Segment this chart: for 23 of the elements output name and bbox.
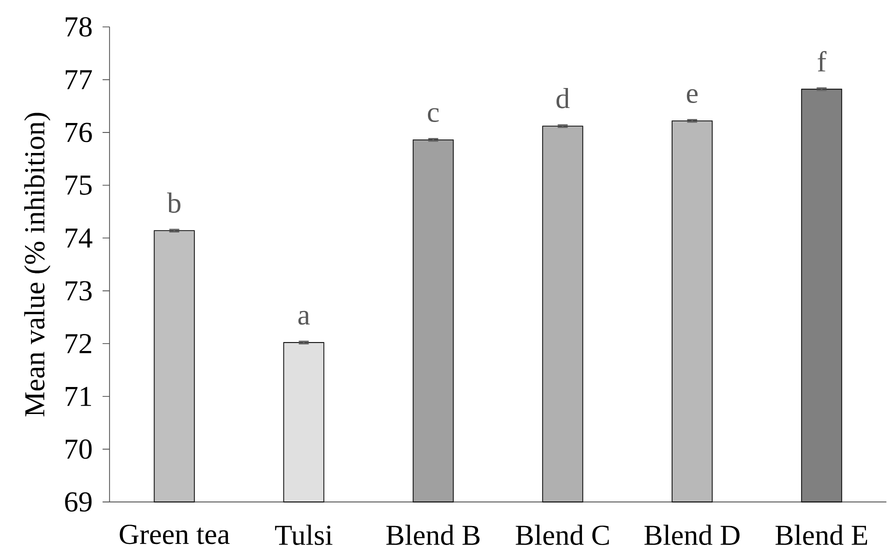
y-tick-label: 73 <box>66 281 92 301</box>
x-tick-label: Blend C <box>516 524 609 546</box>
y-tick-label: 75 <box>66 176 92 195</box>
x-tick-label: Blend B <box>386 524 480 546</box>
y-tick-label: 76 <box>66 122 92 142</box>
y-axis-title: Mean value (% inhibition) <box>24 113 50 417</box>
x-tick-label: Blend E <box>776 524 868 546</box>
y-tick-label: 69 <box>65 492 92 512</box>
x-tick-label: Blend D <box>644 524 740 546</box>
x-tick-label: Tulsi <box>275 524 332 546</box>
y-tick-label: 71 <box>66 387 92 406</box>
annotation: f <box>818 51 826 72</box>
y-tick-label: 78 <box>66 17 92 37</box>
y-tick-label: 72 <box>66 334 92 354</box>
annotation: d <box>556 88 570 108</box>
y-tick-label: 77 <box>66 70 92 90</box>
annotation: e <box>686 89 698 104</box>
y-tick-label: 74 <box>66 228 92 248</box>
annotation: a <box>298 311 310 325</box>
x-tick-label: Green tea <box>120 524 230 544</box>
annotation: b <box>167 192 180 213</box>
annotation: c <box>428 108 439 122</box>
y-tick-label: 70 <box>66 440 92 460</box>
